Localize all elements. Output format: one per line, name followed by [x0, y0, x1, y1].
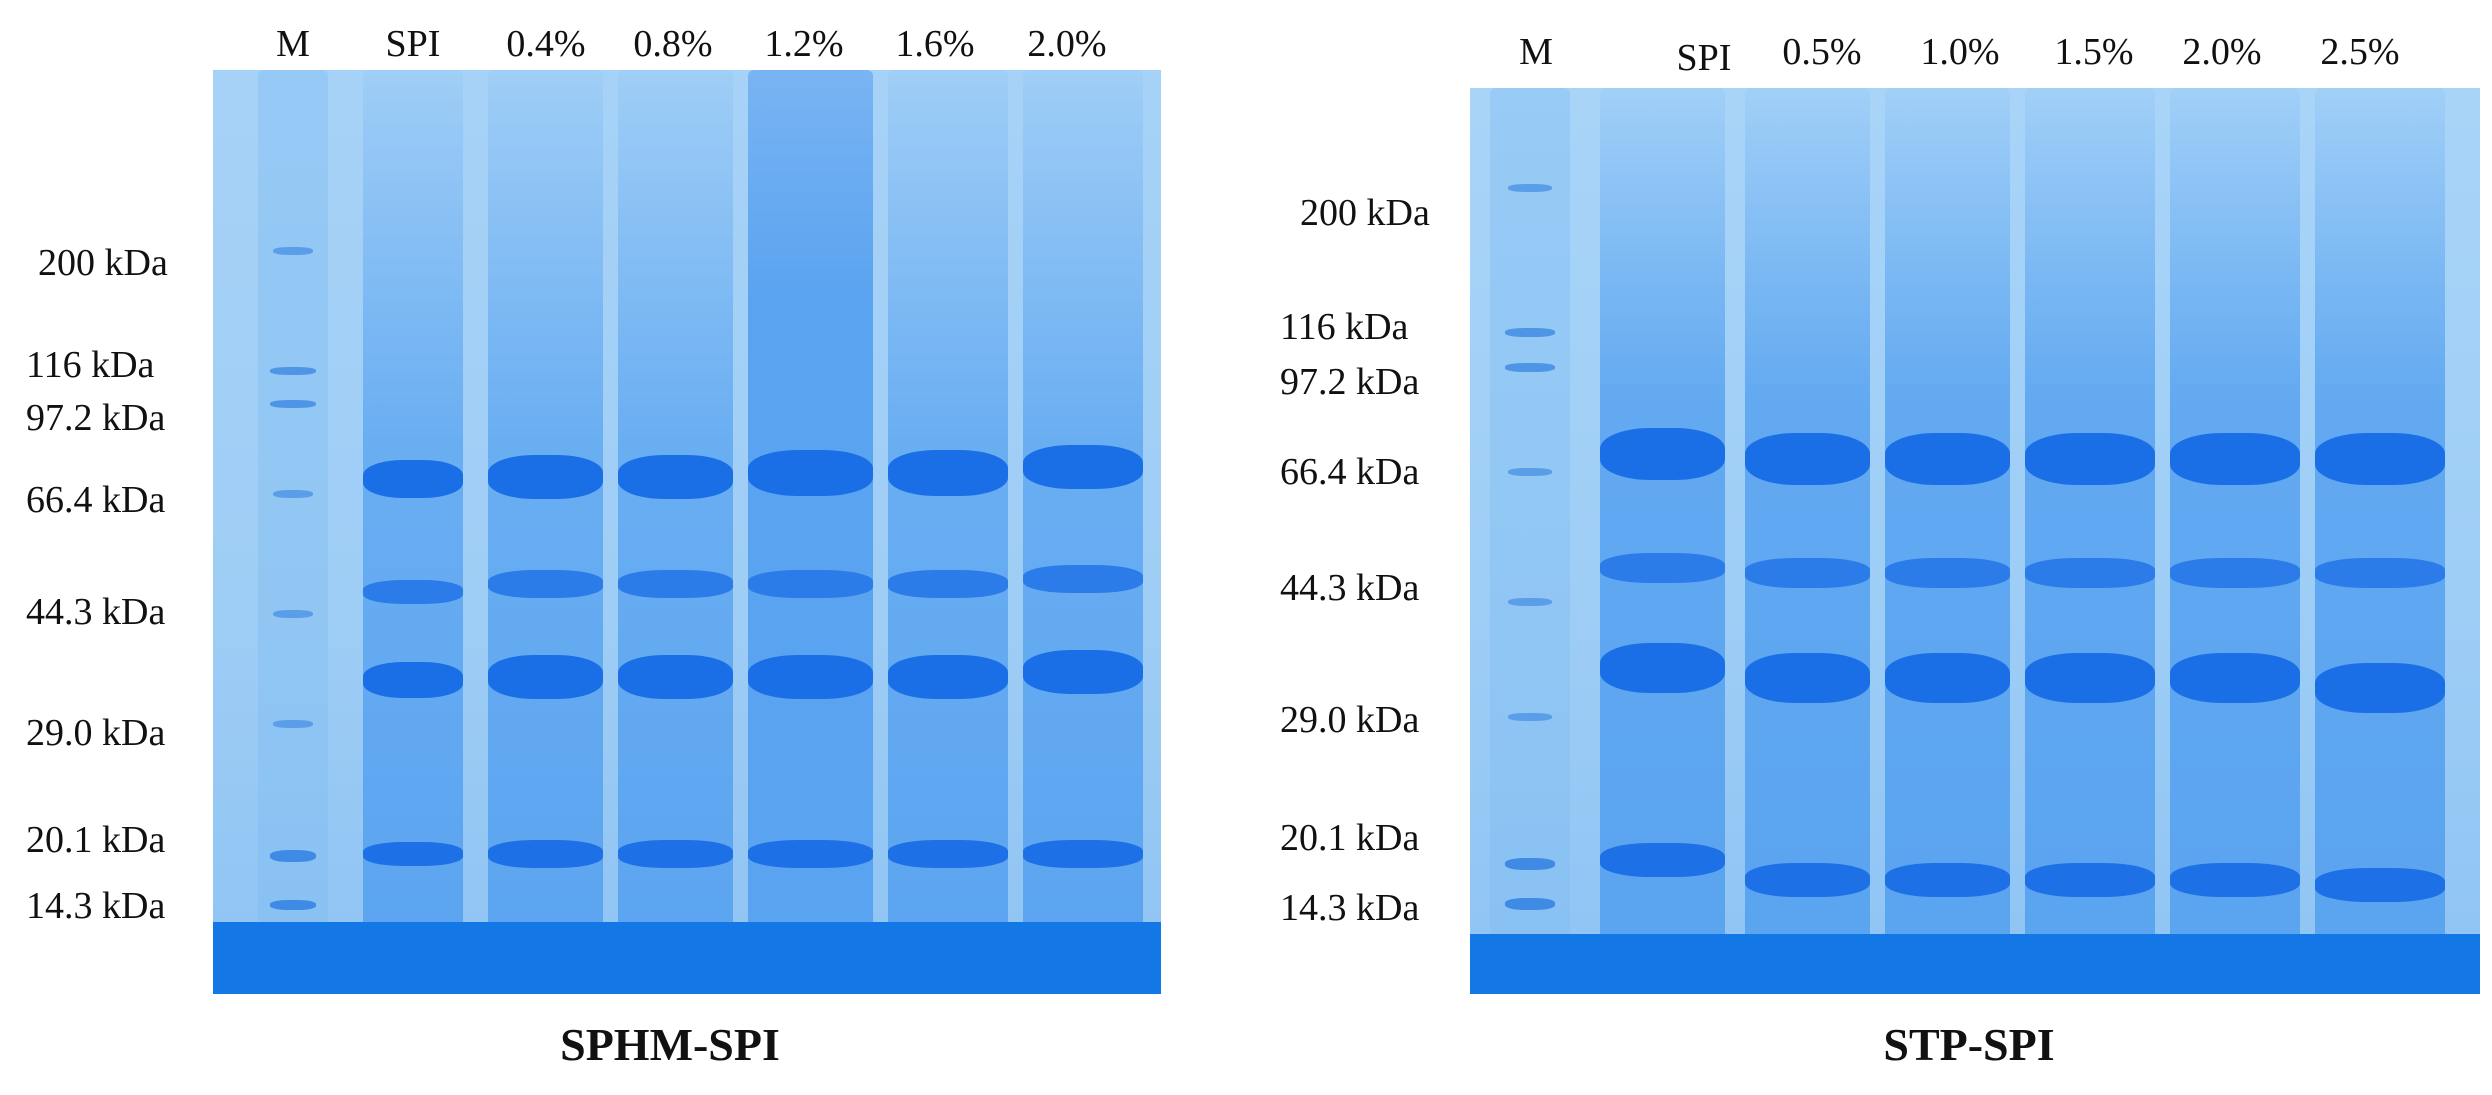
marker-14-3: 14.3 kDa — [1280, 887, 1420, 929]
lane-label-2-5: 2.5% — [2320, 31, 2400, 73]
sphm-spi-panel: M SPI 0.4% 0.8% 1.2% 1.6% 2.0% 200 kDa 1… — [0, 0, 1210, 1095]
marker-97-2: 97.2 kDa — [26, 397, 166, 439]
lane-label-1-5: 1.5% — [2054, 31, 2134, 73]
marker-20-1: 20.1 kDa — [1280, 817, 1420, 859]
marker-116: 116 kDa — [1280, 306, 1409, 348]
lane-label-m: M — [1519, 31, 1553, 73]
panel-caption: SPHM-SPI — [560, 1019, 780, 1070]
marker-20-1: 20.1 kDa — [26, 819, 166, 861]
marker-29-0: 29.0 kDa — [26, 712, 166, 754]
panel-caption: STP-SPI — [1883, 1019, 2055, 1070]
lane-label-1-0: 1.0% — [1920, 31, 2000, 73]
lane-label-0-4: 0.4% — [506, 23, 586, 65]
sample-lane-0-4 — [488, 70, 603, 994]
lane-label-2-0: 2.0% — [1027, 23, 1107, 65]
lane-label-0-8: 0.8% — [633, 23, 713, 65]
sample-lane-2-0 — [2170, 88, 2300, 994]
lane-label-spi: SPI — [385, 23, 441, 65]
sample-lane-1-0 — [1885, 88, 2010, 994]
sample-lane-spi — [363, 70, 463, 994]
marker-97-2: 97.2 kDa — [1280, 361, 1420, 403]
marker-lane — [1490, 88, 1570, 994]
marker-66-4: 66.4 kDa — [26, 479, 166, 521]
stp-spi-panel: M SPI 0.5% 1.0% 1.5% 2.0% 2.5% 200 kDa 1… — [1240, 0, 2492, 1095]
marker-66-4: 66.4 kDa — [1280, 451, 1420, 493]
lane-label-m: M — [276, 23, 310, 65]
dye-front — [1470, 934, 2480, 994]
marker-29-0: 29.0 kDa — [1280, 699, 1420, 741]
gel-image-sphm — [213, 70, 1161, 994]
sample-lane-1-2 — [748, 70, 873, 994]
marker-lane — [258, 70, 328, 994]
marker-200: 200 kDa — [38, 242, 168, 284]
lane-label-1-6: 1.6% — [895, 23, 975, 65]
dye-front — [213, 922, 1161, 994]
sample-lane-2-5 — [2315, 88, 2445, 994]
lane-label-2-0: 2.0% — [2182, 31, 2262, 73]
gel-image-stp — [1470, 88, 2480, 994]
marker-116: 116 kDa — [26, 344, 155, 386]
marker-14-3: 14.3 kDa — [26, 885, 166, 927]
marker-44-3: 44.3 kDa — [26, 591, 166, 633]
sample-lane-0-5 — [1745, 88, 1870, 994]
sample-lane-0-8 — [618, 70, 733, 994]
lane-label-spi: SPI — [1676, 37, 1732, 79]
sample-lane-1-6 — [888, 70, 1008, 994]
lane-label-1-2: 1.2% — [764, 23, 844, 65]
sample-lane-spi — [1600, 88, 1725, 994]
sample-lane-2-0 — [1023, 70, 1143, 994]
marker-200: 200 kDa — [1300, 192, 1430, 234]
lane-label-0-5: 0.5% — [1782, 31, 1862, 73]
sample-lane-1-5 — [2025, 88, 2155, 994]
marker-44-3: 44.3 kDa — [1280, 567, 1420, 609]
